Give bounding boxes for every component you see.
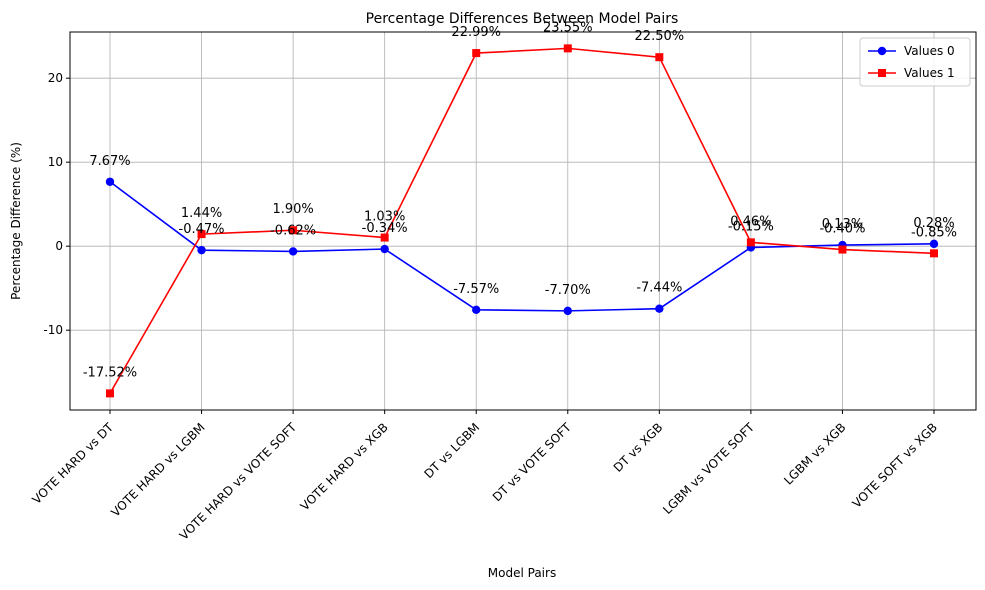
series-marker-0: [929, 239, 939, 249]
data-label: 1.90%: [272, 202, 313, 217]
x-axis-label: Model Pairs: [488, 566, 556, 580]
data-label: 1.03%: [364, 210, 405, 225]
chart-title: Percentage Differences Between Model Pai…: [366, 11, 679, 27]
data-label: -0.85%: [911, 225, 957, 240]
series-marker-1: [930, 249, 938, 258]
series-marker-0: [472, 305, 481, 314]
data-label: -0.47%: [179, 222, 225, 237]
data-label: 0.46%: [730, 214, 771, 229]
series-layer: [105, 44, 939, 398]
series-marker-0: [380, 244, 389, 254]
legend-label-0: Values 0: [904, 44, 955, 58]
x-tick-label: VOTE HARD vs XGB: [298, 420, 391, 513]
x-tick-label: LGBM vs XGB: [781, 420, 848, 487]
data-label: -0.34%: [362, 221, 408, 236]
x-tick-label: DT vs VOTE SOFT: [490, 420, 574, 504]
y-tick-label: 0: [55, 239, 63, 253]
series-marker-1: [106, 389, 114, 398]
x-tick-label: VOTE HARD vs DT: [29, 420, 116, 507]
y-axis-ticks: -10 0 10 20: [43, 71, 70, 337]
y-tick-label: -10: [43, 323, 63, 337]
series-marker-1: [472, 49, 481, 58]
data-label: -0.40%: [819, 222, 865, 237]
data-label: -7.44%: [636, 281, 682, 296]
series-marker-0: [563, 306, 572, 316]
data-labels-layer: 7.67% -0.47% -0.62% -0.34% -7.57% -7.70% -7.44…: [83, 20, 957, 380]
series-marker-0: [197, 245, 206, 255]
series-marker-0: [655, 304, 664, 313]
legend-marker-0: [877, 46, 887, 56]
data-label: 0.28%: [913, 216, 954, 231]
legend-label-1: Values 1: [904, 66, 955, 80]
series-marker-1: [380, 233, 389, 242]
y-tick-label: 20: [48, 71, 63, 85]
data-label: -0.15%: [728, 219, 774, 234]
legend-box: [859, 37, 971, 87]
data-label: 23.55%: [543, 20, 593, 35]
legend-marker-1: [878, 69, 886, 77]
legend: Values 0 Values 1: [859, 37, 971, 87]
series-line-1: [109, 47, 935, 394]
x-tick-label: DT vs XGB: [611, 420, 666, 475]
x-tick-label: DT vs LGBM: [421, 420, 482, 481]
plot-frame: [69, 31, 977, 411]
data-label: -17.52%: [83, 365, 137, 380]
data-label: 22.99%: [451, 25, 501, 40]
series-marker-1: [289, 226, 298, 235]
grid-lines: [70, 32, 976, 410]
data-label: 0.13%: [822, 217, 863, 232]
x-tick-label: VOTE SOFT vs XGB: [850, 420, 941, 511]
data-label: -7.70%: [545, 283, 591, 298]
data-label: -7.57%: [453, 282, 499, 297]
data-label: 22.50%: [635, 29, 685, 44]
series-marker-1: [563, 44, 572, 53]
x-tick-label: LGBM vs VOTE SOFT: [660, 420, 757, 517]
y-tick-label: 10: [48, 155, 63, 169]
data-label: 1.44%: [181, 206, 222, 221]
data-label: 7.67%: [89, 154, 130, 169]
series-marker-1: [655, 53, 664, 62]
series-marker-1: [197, 230, 206, 239]
series-marker-1: [746, 238, 755, 247]
data-label: -0.62%: [270, 223, 316, 238]
y-axis-label: Percentage Difference (%): [9, 142, 23, 300]
x-tick-label: VOTE HARD vs LGBM: [108, 420, 207, 519]
series-marker-0: [105, 177, 115, 186]
series-marker-0: [288, 247, 298, 256]
series-marker-1: [838, 245, 847, 254]
